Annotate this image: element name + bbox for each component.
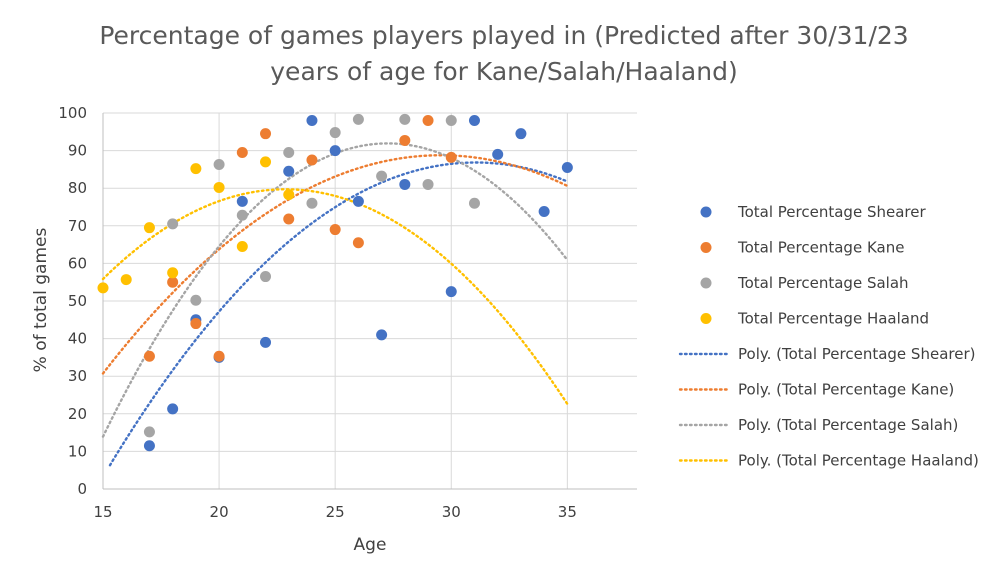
point-series-2-10 [376,170,388,182]
point-series-0-9 [352,195,364,207]
y-tick-label: 70 [68,217,87,235]
x-axis-title: Age [354,535,387,555]
trendline-3 [101,188,569,406]
point-series-2-8 [329,127,341,139]
point-series-3-1 [120,274,132,286]
point-series-0-8 [329,145,341,157]
x-tick-label: 25 [326,503,345,521]
point-series-2-9 [352,113,364,125]
point-series-0-13 [468,115,480,127]
point-series-2-7 [306,197,318,209]
legend-trend-label-3: Poly. (Total Percentage Haaland) [738,452,979,470]
point-series-1-11 [422,115,434,127]
point-series-2-12 [422,178,434,190]
x-tick-label: 20 [210,503,229,521]
chart-title-line-2: years of age for Kane/Salah/Haaland) [270,57,737,86]
axes: 0 10 20 30 40 50 60 70 80 90 100 15 20 25 30 35 [58,104,637,521]
y-tick-label: 60 [68,254,87,272]
legend-label-3: Total Percentage Haaland [737,310,929,328]
legend-label-2: Total Percentage Salah [737,274,909,292]
point-series-0-12 [445,286,457,298]
point-series-1-1 [167,276,179,288]
y-tick-label: 30 [68,367,87,385]
point-series-1-5 [260,128,272,140]
x-tick-label: 15 [93,503,112,521]
point-series-3-7 [260,156,272,168]
point-series-0-11 [399,178,411,190]
y-tick-label: 80 [68,179,87,197]
point-series-0-6 [283,165,295,177]
point-series-0-16 [538,206,550,218]
point-series-1-10 [399,134,411,146]
point-series-2-14 [468,197,480,209]
point-series-3-5 [213,181,225,193]
point-series-1-9 [352,237,364,249]
point-series-0-1 [167,403,179,415]
legend: Total Percentage Shearer Total Percentage… [678,203,979,470]
point-series-2-1 [167,218,179,230]
y-tick-label: 40 [68,330,87,348]
legend-trend-label-0: Poly. (Total Percentage Shearer) [738,345,975,363]
point-series-2-5 [260,271,272,283]
y-tick-label: 90 [68,142,87,160]
y-tick-label: 0 [77,480,87,498]
point-series-1-2 [190,318,202,330]
point-series-2-13 [445,115,457,127]
trendlines [101,142,569,467]
point-series-3-2 [143,222,155,234]
gridlines [103,112,637,489]
y-tick-label: 50 [68,292,87,310]
point-series-3-0 [97,282,109,294]
point-series-0-4 [236,195,248,207]
y-axis-title: % of total games [31,228,51,373]
point-series-3-8 [283,189,295,201]
y-tick-label: 100 [58,104,87,122]
legend-marker-2 [700,277,712,289]
point-series-1-12 [445,151,457,163]
point-series-0-0 [143,440,155,452]
data-points [97,113,573,452]
trendline-0 [108,161,569,467]
point-series-1-4 [236,146,248,158]
legend-label-0: Total Percentage Shearer [737,203,926,221]
legend-marker-0 [700,206,712,218]
legend-marker-3 [700,313,712,324]
trendline-1 [101,154,569,375]
point-series-0-14 [492,148,504,160]
point-series-0-15 [515,128,527,140]
legend-trend-label-1: Poly. (Total Percentage Kane) [738,381,954,399]
point-series-3-4 [190,163,202,175]
point-series-2-2 [190,294,202,306]
point-series-0-5 [260,336,272,348]
point-series-0-10 [376,329,388,341]
point-series-1-7 [306,154,318,166]
point-series-0-17 [561,162,573,174]
point-series-2-3 [213,159,225,171]
point-series-2-0 [143,426,155,438]
point-series-2-4 [236,209,248,221]
y-tick-label: 20 [68,405,87,423]
legend-label-1: Total Percentage Kane [737,239,904,257]
chart-title-line-1: Percentage of games players played in (P… [99,21,908,50]
point-series-3-3 [167,267,179,279]
y-tick-label: 10 [68,442,87,460]
point-series-1-8 [329,224,341,236]
point-series-1-6 [283,213,295,225]
point-series-2-6 [283,146,295,158]
legend-marker-1 [700,242,712,253]
point-series-3-6 [236,240,248,252]
x-tick-label: 35 [558,503,577,521]
point-series-2-11 [399,113,411,125]
point-series-1-0 [143,350,155,362]
x-tick-label: 30 [442,503,461,521]
point-series-1-3 [213,350,225,362]
point-series-0-7 [306,115,318,127]
legend-trend-label-2: Poly. (Total Percentage Salah) [738,416,958,434]
